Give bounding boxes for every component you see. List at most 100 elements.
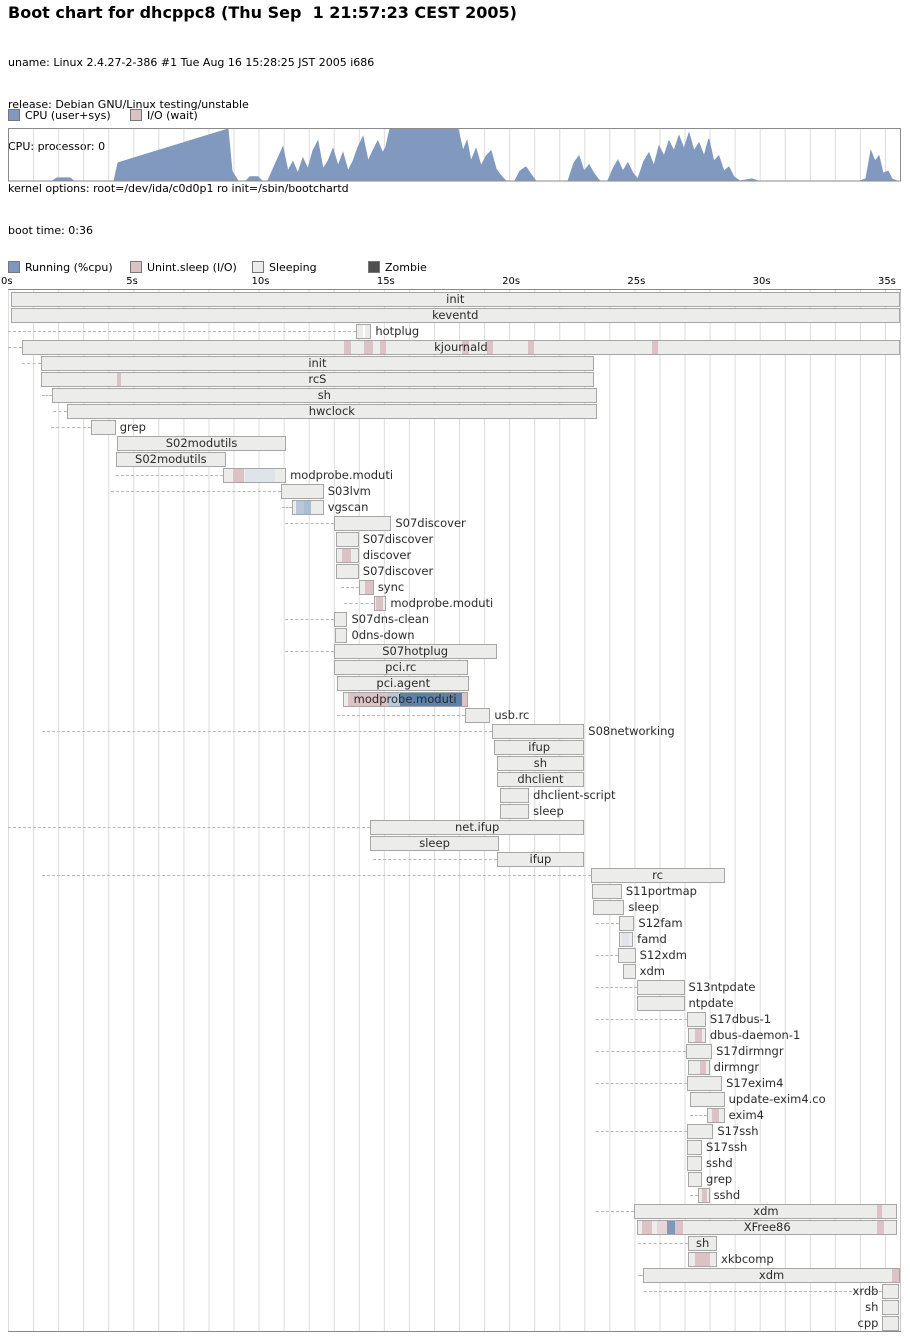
process-label: sshd: [706, 1156, 733, 1170]
state-segment-io: [342, 549, 352, 562]
process-label: dbus-daemon-1: [709, 1028, 801, 1042]
zombie-legend-label: Zombie: [385, 260, 427, 274]
state-segment-io: [375, 597, 384, 610]
state-segment-fade: [621, 933, 630, 946]
process-bar: [687, 1156, 703, 1171]
process-label: S08networking: [588, 724, 675, 738]
axis-tick-label: 20s: [502, 276, 521, 287]
state-segment-io: [892, 1269, 899, 1282]
tree-connector: [341, 587, 359, 588]
process-row: ntpdate: [0, 996, 910, 1012]
process-bar: [337, 676, 470, 691]
process-label: xdm: [753, 1204, 779, 1218]
process-label: vgscan: [327, 500, 369, 514]
process-label: S02modutils: [165, 436, 238, 450]
process-row: xdm: [0, 964, 910, 980]
state-segment-io: [699, 1061, 706, 1074]
unint-sleep-legend-label: Unint.sleep (I/O): [147, 260, 237, 274]
process-row: S02modutils: [0, 436, 910, 452]
cpu-chart-border: [8, 128, 901, 182]
process-bar: [358, 580, 374, 595]
state-segment-io: [116, 373, 122, 386]
process-bar: [619, 916, 635, 931]
tree-connector: [689, 1115, 708, 1116]
process-bar: [491, 724, 585, 739]
cpu-legend-label: CPU (user+sys): [25, 108, 111, 122]
process-label: xkbcomp: [721, 1252, 774, 1266]
process-row: S07dns-clean: [0, 612, 910, 628]
process-label: S13ntpdate: [688, 980, 756, 994]
state-segment-io: [380, 341, 387, 354]
tree-connector: [689, 1195, 699, 1196]
tree-connector: [53, 411, 67, 412]
process-label: dhclient-script: [533, 788, 616, 802]
process-label: S07discover: [395, 516, 466, 530]
process-row: xdm: [0, 1204, 910, 1220]
process-row: S11portmap: [0, 884, 910, 900]
process-bar: [281, 484, 324, 499]
process-row: hwclock: [0, 404, 910, 420]
state-segment-fade: [244, 469, 275, 482]
process-bar: [634, 1204, 898, 1219]
process-bar: [10, 308, 900, 323]
process-label: grep: [706, 1172, 733, 1186]
process-row: xrdb: [0, 1284, 910, 1300]
process-row: S02modutils: [0, 452, 910, 468]
running-legend-swatch: [8, 261, 20, 273]
process-label: discover: [362, 548, 412, 562]
process-label: modprobe.moduti: [390, 596, 494, 610]
process-row: keventd: [0, 308, 910, 324]
process-row: update-exim4.co: [0, 1092, 910, 1108]
tree-connector: [50, 427, 91, 428]
process-row: S07discover: [0, 532, 910, 548]
process-bar: [465, 708, 491, 723]
process-label: modprobe.moduti: [290, 468, 394, 482]
tree-connector: [21, 363, 41, 364]
process-bar: [687, 1012, 706, 1027]
process-label: S03lvm: [327, 484, 371, 498]
process-label: ifup: [528, 740, 551, 754]
process-row: S13ntpdate: [0, 980, 910, 996]
process-bar: [685, 1044, 713, 1059]
info-kernel-options: kernel options: root=/dev/ida/c0d0p1 ro …: [8, 182, 349, 195]
process-bar: [636, 1220, 898, 1235]
process-label: sleep: [533, 804, 564, 818]
process-bar: [333, 516, 392, 531]
state-segment-io: [461, 341, 470, 354]
process-label: S17dbus-1: [709, 1012, 772, 1026]
process-label: hwclock: [308, 404, 355, 418]
process-row: modprobe.moduti: [0, 468, 910, 484]
process-bar: [688, 1236, 718, 1251]
process-bar: [591, 884, 622, 899]
tree-connector: [595, 923, 620, 924]
info-boot-time: boot time: 0:36: [8, 224, 94, 237]
process-label: S11portmap: [625, 884, 697, 898]
process-bar: [90, 420, 116, 435]
tree-connector: [595, 1211, 635, 1212]
process-bar: [688, 1172, 703, 1187]
process-bar: [51, 388, 597, 403]
process-bar: [687, 1076, 723, 1091]
state-segment-gap: [362, 325, 366, 338]
process-label: sshd: [713, 1188, 741, 1202]
state-segment-io: [233, 469, 244, 482]
process-bar: [882, 1284, 899, 1299]
tree-connector: [337, 715, 466, 716]
io-legend-label: I/O (wait): [147, 108, 198, 122]
state-segment-io: [486, 341, 493, 354]
tree-connector: [372, 859, 497, 860]
process-label: S07discover: [362, 564, 434, 578]
axis-tick-label: 30s: [752, 276, 771, 287]
state-segment-io: [365, 581, 373, 594]
process-label: S17ssh: [706, 1140, 748, 1154]
state-segment-io: [877, 1205, 883, 1218]
state-segment-io: [877, 1221, 885, 1234]
tree-connector: [284, 651, 334, 652]
process-row: S07discover: [0, 564, 910, 580]
process-bar: [643, 1268, 900, 1283]
axis-tick-label: 15s: [376, 276, 395, 287]
process-bar: [342, 692, 468, 707]
axis-tick-label: 25s: [627, 276, 646, 287]
tree-connector: [644, 1291, 883, 1292]
process-label: famd: [637, 932, 667, 946]
